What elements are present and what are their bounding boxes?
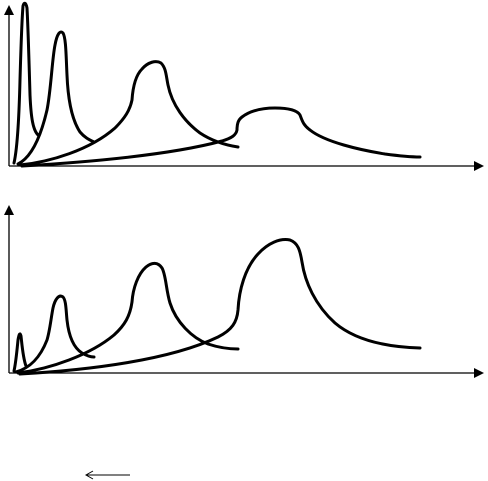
bottom-peak-4: [18, 238, 422, 376]
direction-arrow: [84, 470, 130, 480]
top-peak-4: [20, 106, 422, 168]
bottom-panel: [4, 205, 484, 378]
top-panel: [4, 1, 484, 171]
top-peak-2: [16, 30, 96, 166]
top-peak-3: [18, 60, 240, 167]
bottom-peak-3: [16, 261, 240, 375]
bottom-peak-1: [12, 332, 28, 373]
top-peak-1: [12, 1, 40, 165]
direction-arrow-head: [84, 470, 94, 480]
bottom-peak-2: [14, 294, 96, 374]
